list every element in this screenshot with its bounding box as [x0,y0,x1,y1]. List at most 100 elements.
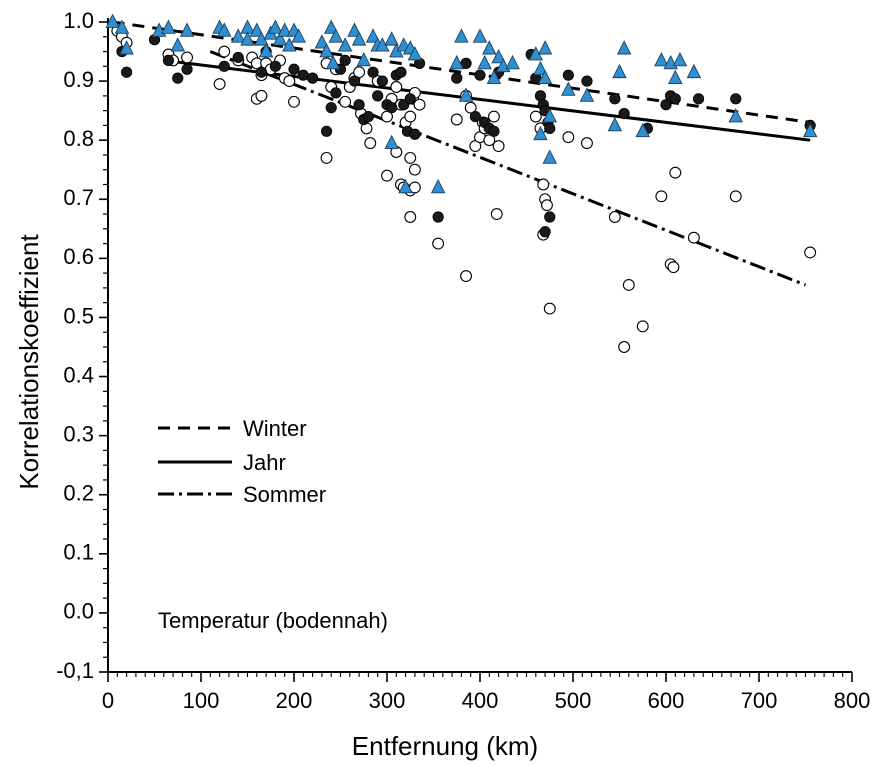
point-triangle [472,28,488,43]
point-triangle [170,37,185,52]
point-filled-circle [474,69,486,81]
point-triangle [672,51,688,67]
point-triangle [161,19,176,34]
point-open-circle [353,66,366,79]
point-filled-circle [544,211,556,223]
point-filled-circle [218,60,230,72]
point-filled-circle [269,60,281,72]
point-triangle [668,69,683,84]
point-triangle [356,51,371,67]
point-triangle [486,69,502,84]
point-triangle [635,122,650,138]
point-triangle [258,43,274,58]
point-triangle [351,31,367,46]
point-filled-circle [372,90,384,102]
point-open-circle [492,140,505,153]
point-filled-circle [162,54,175,67]
point-triangle [533,125,548,141]
point-triangle [365,28,381,43]
point-open-circle [381,169,393,182]
x-tick-label: 400 [462,688,499,713]
point-triangle [449,54,464,70]
point-open-circle [729,190,742,203]
point-open-circle [529,110,542,123]
point-open-circle [213,78,226,90]
point-triangle [616,40,632,55]
point-open-circle [618,341,631,353]
x-tick-label: 600 [648,688,685,713]
point-filled-circle [581,75,593,87]
point-triangle [458,87,474,102]
point-open-circle [404,110,417,123]
y-tick-label: 0.8 [63,126,94,151]
x-tick-label: 200 [276,688,313,713]
legend-label-sommer: Sommer [243,482,326,507]
point-triangle [491,49,506,64]
point-open-circle [537,178,550,191]
point-open-circle [636,320,649,333]
point-triangle [347,22,362,37]
point-filled-circle [562,69,574,81]
point-triangle [407,46,423,61]
point-triangle [542,108,557,123]
point-open-circle [320,151,333,164]
y-tick-label: 0.7 [63,185,94,210]
point-triangle [384,31,399,46]
point-filled-circle [669,93,681,105]
regression-line-sommer [209,50,807,287]
point-filled-circle [320,125,333,137]
point-triangle [105,13,120,28]
point-triangle [268,19,283,34]
point-triangle [454,28,469,43]
x-tick-label: 0 [102,688,114,713]
point-triangle [505,54,520,70]
point-open-circle [181,51,194,64]
point-triangle [561,81,576,96]
point-filled-circle [362,110,374,123]
y-axis-title: Korrelationskoeffizient [14,234,44,490]
point-filled-circle [121,66,133,78]
point-filled-circle [432,211,444,223]
point-triangle [612,63,627,79]
point-open-circle [543,302,556,315]
point-open-circle [464,101,477,114]
point-filled-circle [348,75,361,87]
point-open-circle [655,190,668,203]
point-filled-circle [330,87,342,99]
point-triangle [328,28,344,43]
point-triangle [430,179,446,194]
point-filled-circle [618,107,630,120]
point-filled-circle [232,51,244,64]
point-triangle [272,31,288,46]
point-open-circle [490,208,503,220]
x-tick-label: 100 [183,688,220,713]
point-triangle [337,37,353,52]
point-triangle [477,54,492,70]
point-open-circle [541,199,553,212]
y-tick-label: 0.1 [63,540,94,565]
x-tick-label: 800 [834,688,871,713]
y-tick-label: 0.2 [63,481,94,506]
x-axis-title: Entfernung (km) [352,731,538,761]
point-filled-circle [297,69,309,81]
point-open-circle [450,113,463,126]
point-triangle [533,60,548,76]
legend: Winter Jahr Sommer [158,416,326,507]
point-open-circle [580,137,593,150]
point-open-circle [483,134,496,147]
point-filled-circle [730,93,742,105]
point-open-circle [283,75,296,88]
y-tick-label: 0.5 [63,303,94,328]
point-open-circle [390,81,403,93]
point-triangle [119,40,134,55]
point-triangle [325,54,341,70]
point-open-circle [608,211,621,223]
y-tick-label: -0,1 [56,658,94,683]
point-triangle [249,22,265,37]
point-triangle [607,116,623,132]
point-triangle [579,87,595,102]
point-open-circle [413,98,426,111]
point-filled-circle [539,226,551,238]
point-triangle [686,63,702,79]
